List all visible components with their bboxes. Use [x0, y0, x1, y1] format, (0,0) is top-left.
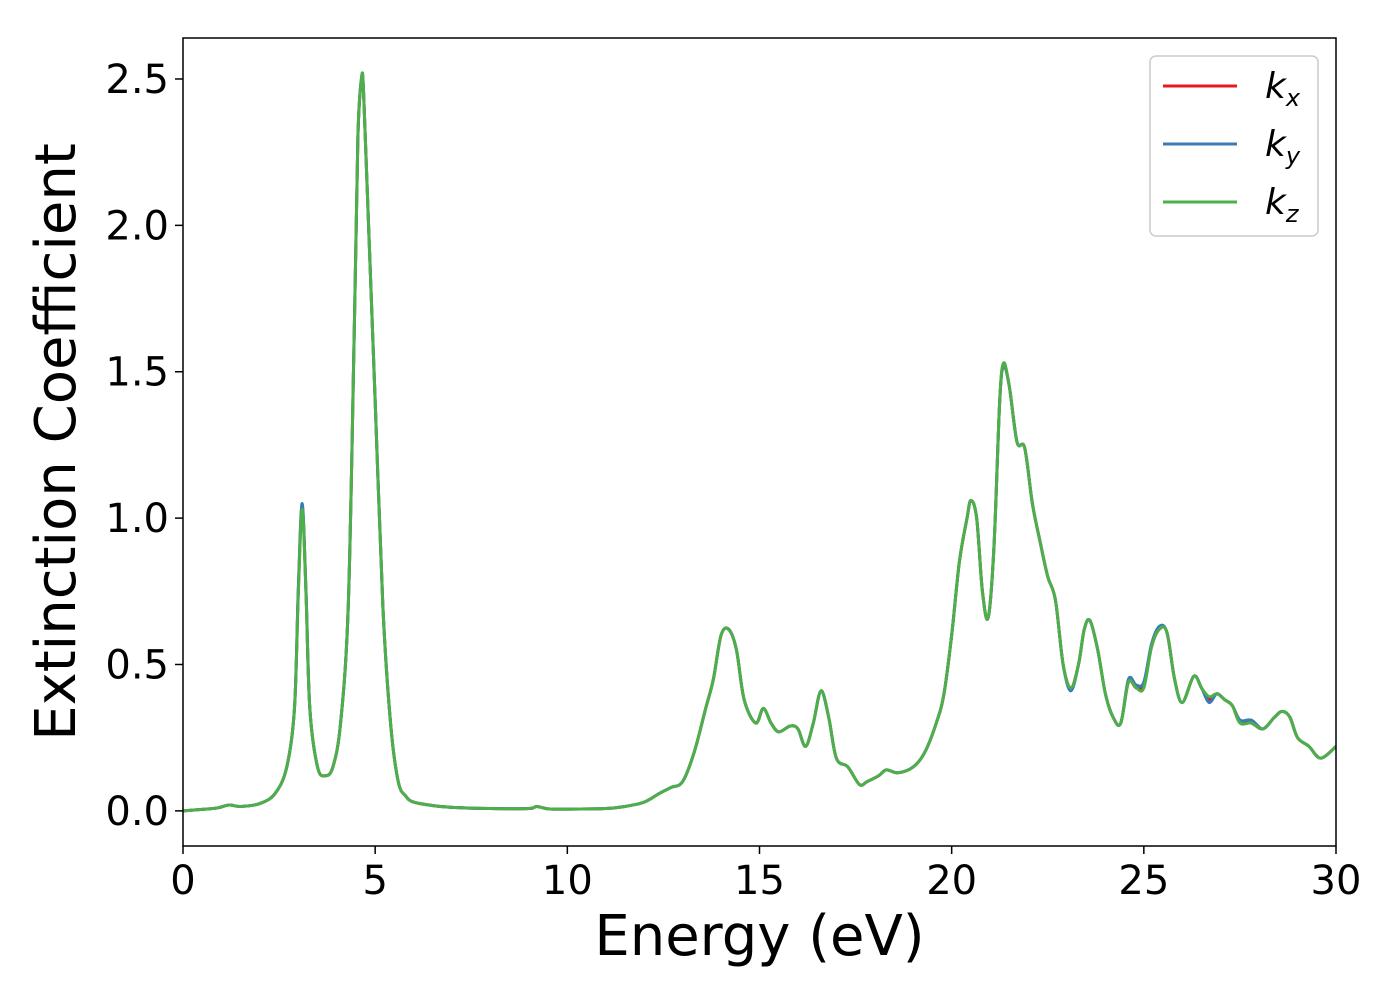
y-tick-label: 0.5 — [105, 642, 169, 688]
y-axis-title: Extinction Coefficient — [24, 143, 89, 741]
y-tick-label: 0.0 — [105, 789, 169, 835]
series-layer — [183, 71, 1336, 813]
x-tick-label: 15 — [734, 858, 785, 904]
legend-box — [1149, 55, 1319, 237]
y-tick-label: 1.5 — [105, 350, 169, 396]
x-tick-label: 10 — [542, 858, 593, 904]
legend-label-y: ky — [1265, 124, 1301, 170]
y-axis: 0.0 0.5 1.0 1.5 2.0 2.5 — [105, 57, 183, 835]
series-line-z — [183, 71, 1336, 813]
y-tick-label: 1.0 — [105, 496, 169, 542]
x-axis-title: Energy (eV) — [594, 904, 924, 969]
x-tick-label: 20 — [926, 858, 977, 904]
y-tick-label: 2.5 — [105, 57, 169, 103]
legend-label-x: kx — [1265, 66, 1301, 112]
y-tick-label: 2.0 — [105, 203, 169, 249]
x-tick-label: 0 — [170, 858, 195, 904]
x-tick-label: 30 — [1311, 858, 1362, 904]
x-tick-label: 25 — [1118, 858, 1169, 904]
legend-label-z: kz — [1265, 182, 1300, 228]
x-axis: 0 5 10 15 20 25 30 — [170, 846, 1361, 904]
legend: kx ky kz — [1149, 55, 1319, 237]
x-tick-label: 5 — [362, 858, 387, 904]
